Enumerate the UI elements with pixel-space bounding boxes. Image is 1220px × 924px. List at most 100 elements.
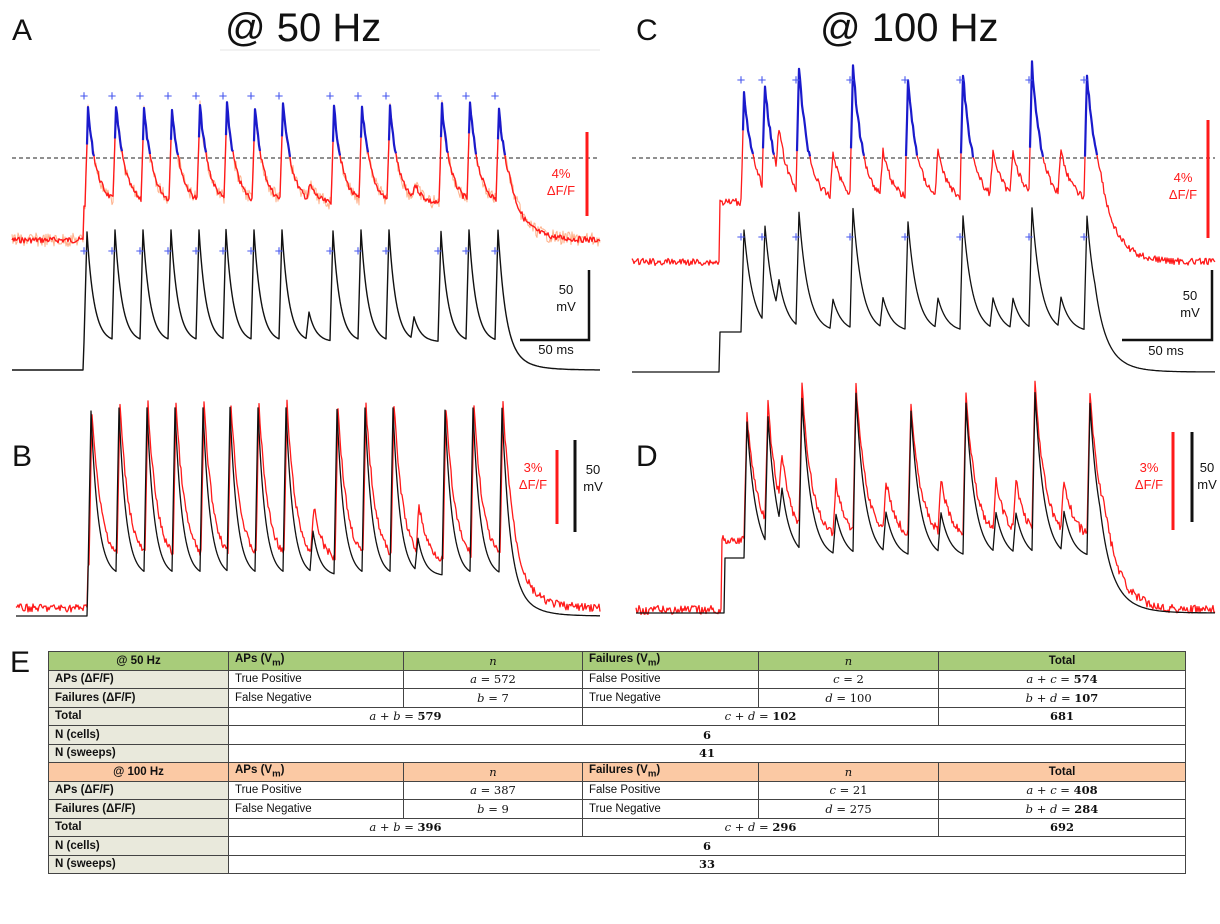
header-aps-vm-sub: m: [272, 768, 281, 780]
header-failures-vm-sub: m: [647, 657, 657, 669]
detection-marker-vm-c: +: [792, 229, 801, 246]
true-negative-label-100hz: True Negative: [582, 799, 759, 819]
true-positive-label-100hz: True Positive: [228, 780, 404, 800]
value-c-100hz: 21: [852, 783, 868, 798]
header-n-aps-50hz: n: [403, 651, 583, 671]
sweeps-value-50hz: 41: [698, 746, 715, 761]
sweeps-count-100hz: 33: [228, 854, 1186, 874]
panel-label-c: C: [636, 14, 658, 47]
ff-scale-unit-a: ΔF/F: [546, 182, 576, 198]
detection-marker-ff-a: +: [354, 88, 363, 105]
header-aps-vm-100hz: APs (Vm): [228, 762, 404, 782]
ff-raw-line-a: [11, 100, 601, 248]
confusion-table: @ 50 Hz APs (Vm) n Failures (Vm) n Total…: [48, 651, 1186, 874]
table-header-100hz: @ 100 Hz APs (Vm) n Failures (Vm) n Tota…: [48, 762, 1186, 782]
detected-peak-c: [741, 90, 755, 155]
detection-marker-ff-a: +: [382, 88, 391, 105]
vm-trace-a: [12, 228, 600, 371]
detected-peak-a: [169, 108, 180, 156]
row-label-sweeps-100hz: N (sweeps): [48, 854, 229, 874]
true-positive-value-100hz: a = 387: [403, 780, 583, 800]
header-failures-vm-sub: m: [647, 768, 657, 780]
detected-peak-c: [761, 85, 776, 155]
detection-marker-ff-a: +: [462, 88, 471, 105]
detection-marker-vm-a: +: [164, 243, 173, 260]
total-vm-failures-100hz: c + d = 296: [582, 817, 939, 837]
time-scale-label-a: 50 ms: [538, 342, 574, 357]
detection-marker-ff-a: +: [491, 88, 500, 105]
grand-total-100hz: 692: [938, 817, 1186, 837]
ff-raw-trace-a: [11, 100, 601, 248]
header-n-failures-50hz: n: [758, 651, 939, 671]
detection-marker-ff-c: +: [1080, 72, 1089, 89]
true-positive-value-50hz: a = 572: [403, 669, 583, 689]
detected-peak-a: [224, 101, 234, 152]
vm-scale-label-d: 50 mV: [1194, 460, 1220, 494]
value-b-50hz: 7: [501, 690, 509, 705]
detection-marker-vm-a: +: [219, 243, 228, 260]
vm-time-scale-bar-a: [520, 270, 591, 342]
row-label-cells-50hz: N (cells): [48, 725, 229, 745]
total-failures-100hz: b + d = 284: [938, 799, 1186, 819]
ff-line-a: [11, 101, 601, 244]
vm-scale-unit-b: mV: [583, 478, 603, 494]
detected-peak-a: [197, 103, 208, 153]
detection-marker-vm-c: +: [901, 229, 910, 246]
traces-canvas: + + + + + + + + + + + + + + + + + + + + + + + + + + + + + + + + + + + + + + + +…: [11, 49, 1216, 617]
total-aps-50hz: a + c = 574: [938, 669, 1186, 689]
row-label-cells-100hz: N (cells): [48, 836, 229, 856]
detection-marker-ff-a: +: [192, 88, 201, 105]
overlay-traces-d: [635, 380, 1216, 616]
detected-peak-a: [85, 105, 96, 157]
detected-peak-c: [849, 64, 866, 157]
value-d-100hz: 275: [849, 801, 872, 816]
detection-marker-ff-a: +: [219, 88, 228, 105]
ff-scale-unit-b: ΔF/F: [518, 476, 548, 492]
detection-marker-ff-a: +: [434, 88, 443, 105]
table-row: N (sweeps) 33: [48, 854, 1186, 874]
detection-marker-ff-c: +: [758, 72, 767, 89]
expr-a-plus-b: a + b =: [369, 820, 418, 835]
value-b-plus-d-100hz: 284: [1074, 801, 1099, 816]
detection-marker-vm-a: +: [491, 243, 500, 260]
table-row: Failures (ΔF/F) False Negative b = 9 Tru…: [48, 799, 1186, 819]
expr-a-plus-c: a + c =: [1026, 783, 1074, 798]
total-failures-50hz: b + d = 107: [938, 688, 1186, 708]
vm-scale-unit-d: mV: [1197, 476, 1217, 492]
header-condition-50hz: @ 50 Hz: [48, 651, 229, 671]
detected-peak-a: [252, 108, 262, 152]
sweeps-value-100hz: 33: [698, 857, 715, 872]
detection-marker-ff-a: +: [247, 88, 256, 105]
header-aps-vm-50hz: APs (Vm): [228, 651, 404, 671]
detected-peak-a: [387, 104, 398, 154]
time-scale-label-c: 50 ms: [1148, 343, 1184, 358]
symbol-b: b: [477, 690, 485, 705]
header-aps-vm-sub: m: [272, 657, 281, 669]
value-a-plus-c-100hz: 408: [1073, 783, 1098, 798]
ff-scale-value-b: 3%: [523, 460, 543, 475]
ff-trace-a: [11, 101, 601, 244]
total-vm-aps-50hz: a + b = 579: [228, 706, 583, 726]
detected-peak-a: [141, 106, 152, 155]
ff-scale-unit-c: ΔF/F: [1168, 186, 1198, 202]
row-label-total-100hz: Total: [48, 817, 229, 837]
detection-marker-ff-a: +: [80, 88, 89, 105]
table-row: APs (ΔF/F) True Positive a = 572 False P…: [48, 669, 1186, 689]
ff-scale-value-c: 4%: [1173, 170, 1193, 185]
panel-label-e: E: [10, 646, 31, 679]
value-a-100hz: 387: [493, 783, 516, 798]
ff-scale-value-d: 3%: [1139, 460, 1159, 475]
grand-total-50hz: 681: [938, 706, 1186, 726]
false-negative-label-100hz: False Negative: [228, 799, 404, 819]
value-a-50hz: 572: [493, 672, 516, 687]
detected-peak-c: [959, 74, 975, 158]
false-positive-label-100hz: False Positive: [582, 780, 759, 800]
vm-scale-value-b: 50: [585, 462, 601, 477]
detected-peak-c: [904, 79, 919, 157]
header-failures-vm-text: Failures (V: [589, 653, 648, 666]
vm-scale-label-c: 50 mV: [1172, 288, 1208, 322]
true-negative-value-50hz: d = 100: [758, 688, 939, 708]
detection-marker-vm-a: +: [434, 243, 443, 260]
table-row: N (cells) 6: [48, 836, 1186, 856]
expr-c-plus-d: c + d =: [724, 820, 773, 835]
